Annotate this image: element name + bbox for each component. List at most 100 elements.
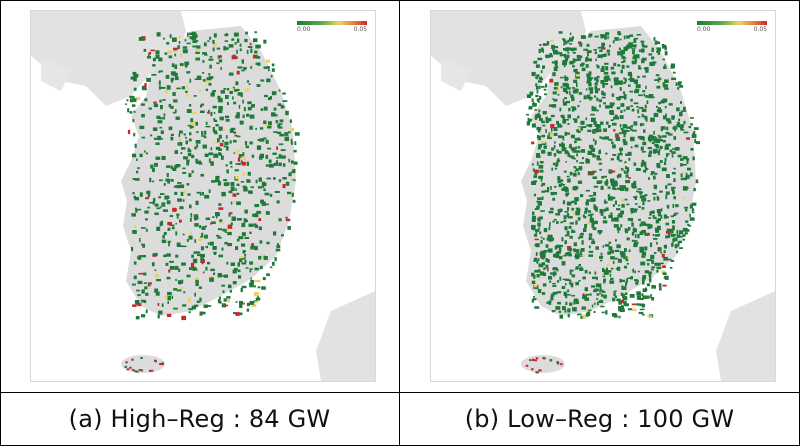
site-cell	[651, 297, 655, 301]
site-cell	[654, 262, 659, 266]
site-cell	[167, 221, 172, 226]
site-cell	[558, 135, 563, 139]
site-cell	[234, 42, 237, 45]
site-cell	[558, 209, 561, 213]
site-cell	[163, 232, 167, 236]
site-cell	[680, 163, 683, 167]
site-cell	[145, 218, 148, 221]
site-cell	[242, 99, 244, 104]
site-cell	[605, 310, 608, 315]
site-cell	[270, 96, 272, 100]
site-cell	[552, 48, 555, 52]
site-cell	[685, 208, 688, 212]
site-cell	[533, 233, 538, 237]
site-cell	[647, 147, 653, 150]
site-cell	[656, 196, 660, 201]
site-cell	[191, 170, 194, 174]
site-cell	[629, 294, 635, 298]
site-cell	[143, 282, 148, 284]
site-cell	[242, 185, 247, 188]
site-cell	[539, 76, 542, 79]
site-cell	[603, 294, 607, 299]
site-cell	[276, 160, 278, 163]
site-cell	[244, 254, 247, 257]
site-cell	[581, 62, 585, 66]
site-cell	[596, 65, 600, 69]
site-cell	[271, 68, 275, 72]
site-cell	[618, 47, 621, 51]
site-cell	[614, 200, 617, 205]
site-cell	[638, 311, 644, 314]
site-cell	[586, 94, 591, 99]
site-cell	[225, 119, 230, 122]
site-cell	[267, 147, 272, 150]
site-cell	[660, 262, 664, 265]
site-cell	[129, 111, 133, 114]
site-cell	[597, 54, 601, 58]
site-cell	[575, 207, 580, 210]
site-cell	[287, 226, 291, 230]
site-cell	[236, 183, 240, 186]
site-cell	[653, 37, 656, 41]
site-cell	[547, 248, 553, 253]
site-cell	[609, 102, 614, 107]
site-cell	[650, 117, 655, 122]
site-cell	[225, 135, 228, 139]
site-cell	[601, 176, 604, 179]
site-cell	[549, 78, 554, 83]
site-cell	[600, 80, 605, 84]
site-cell	[230, 262, 235, 266]
site-cell	[623, 257, 627, 260]
site-cell	[682, 227, 688, 232]
site-cell	[539, 161, 544, 164]
site-cell	[639, 195, 644, 199]
site-cell	[223, 145, 228, 148]
site-cell	[641, 58, 645, 64]
site-cell	[284, 132, 289, 136]
site-cell	[585, 88, 588, 91]
site-cell	[593, 220, 598, 225]
site-cell	[641, 251, 647, 256]
site-cell	[601, 311, 605, 314]
site-cell	[215, 124, 219, 127]
site-cell	[623, 286, 627, 290]
site-cell	[635, 54, 640, 59]
site-cell	[174, 165, 178, 169]
site-cell	[244, 259, 247, 263]
site-cell	[278, 89, 281, 92]
site-cell	[623, 133, 626, 138]
site-cell	[582, 295, 588, 300]
site-cell	[212, 127, 215, 132]
site-cell	[670, 215, 675, 218]
site-cell	[626, 203, 630, 206]
site-cell	[528, 106, 533, 110]
site-cell	[643, 93, 646, 97]
site-cell	[627, 218, 633, 221]
site-cell	[230, 127, 236, 130]
site-cell	[647, 200, 651, 202]
site-cell	[222, 275, 227, 277]
site-cell	[543, 88, 547, 91]
site-cell	[563, 39, 566, 43]
site-cell	[585, 159, 590, 164]
site-cell	[562, 87, 568, 93]
site-cell	[535, 83, 538, 87]
site-cell	[192, 111, 198, 114]
site-cell	[600, 68, 605, 72]
site-cell	[534, 257, 538, 260]
site-cell	[571, 106, 576, 109]
site-cell	[576, 159, 578, 163]
site-cell	[217, 299, 221, 304]
site-cell	[677, 241, 680, 245]
site-cell	[693, 187, 696, 192]
site-cell	[632, 210, 635, 213]
site-cell	[643, 129, 646, 133]
site-cell	[135, 209, 138, 213]
site-cell	[668, 133, 673, 136]
site-cell	[569, 60, 574, 65]
site-cell	[132, 178, 136, 180]
site-cell	[618, 159, 623, 162]
site-cell	[593, 310, 596, 313]
site-cell	[608, 246, 613, 249]
site-cell	[207, 40, 210, 42]
